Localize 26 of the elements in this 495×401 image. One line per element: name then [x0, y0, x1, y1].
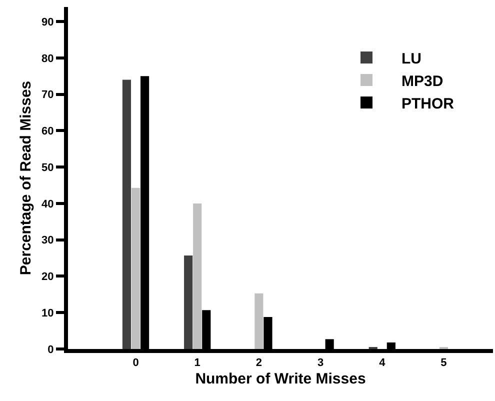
y-tick-label: 20: [42, 271, 54, 284]
y-tick-label: 70: [42, 89, 54, 102]
x-tick-label: 1: [194, 357, 200, 370]
bar: [193, 203, 202, 349]
x-axis-title: Number of Write Misses: [195, 370, 366, 388]
y-tick-label: 50: [42, 162, 54, 174]
bar: [131, 188, 140, 349]
y-axis-title: Percentage of Read Misses: [17, 80, 34, 276]
legend-label: LU: [402, 50, 422, 68]
y-tick-label: 90: [42, 16, 54, 28]
y-tick-label: 80: [42, 52, 54, 65]
x-tick-label: 2: [256, 357, 262, 370]
x-tick-label: 4: [379, 357, 386, 370]
y-tick-label: 60: [42, 126, 54, 138]
bar: [122, 80, 132, 349]
x-tick-label: 3: [317, 357, 324, 370]
y-tick-label: 40: [42, 198, 54, 210]
bar: [254, 293, 264, 349]
x-tick-label: 0: [132, 357, 139, 370]
legend-label: PTHOR: [402, 95, 454, 112]
x-tick-label: 5: [440, 357, 447, 370]
y-tick-label: 30: [42, 234, 54, 247]
y-tick-label: 10: [42, 307, 54, 320]
legend-label: MP3D: [402, 72, 444, 90]
bar: [184, 256, 193, 349]
y-tick-label: 0: [48, 344, 54, 356]
